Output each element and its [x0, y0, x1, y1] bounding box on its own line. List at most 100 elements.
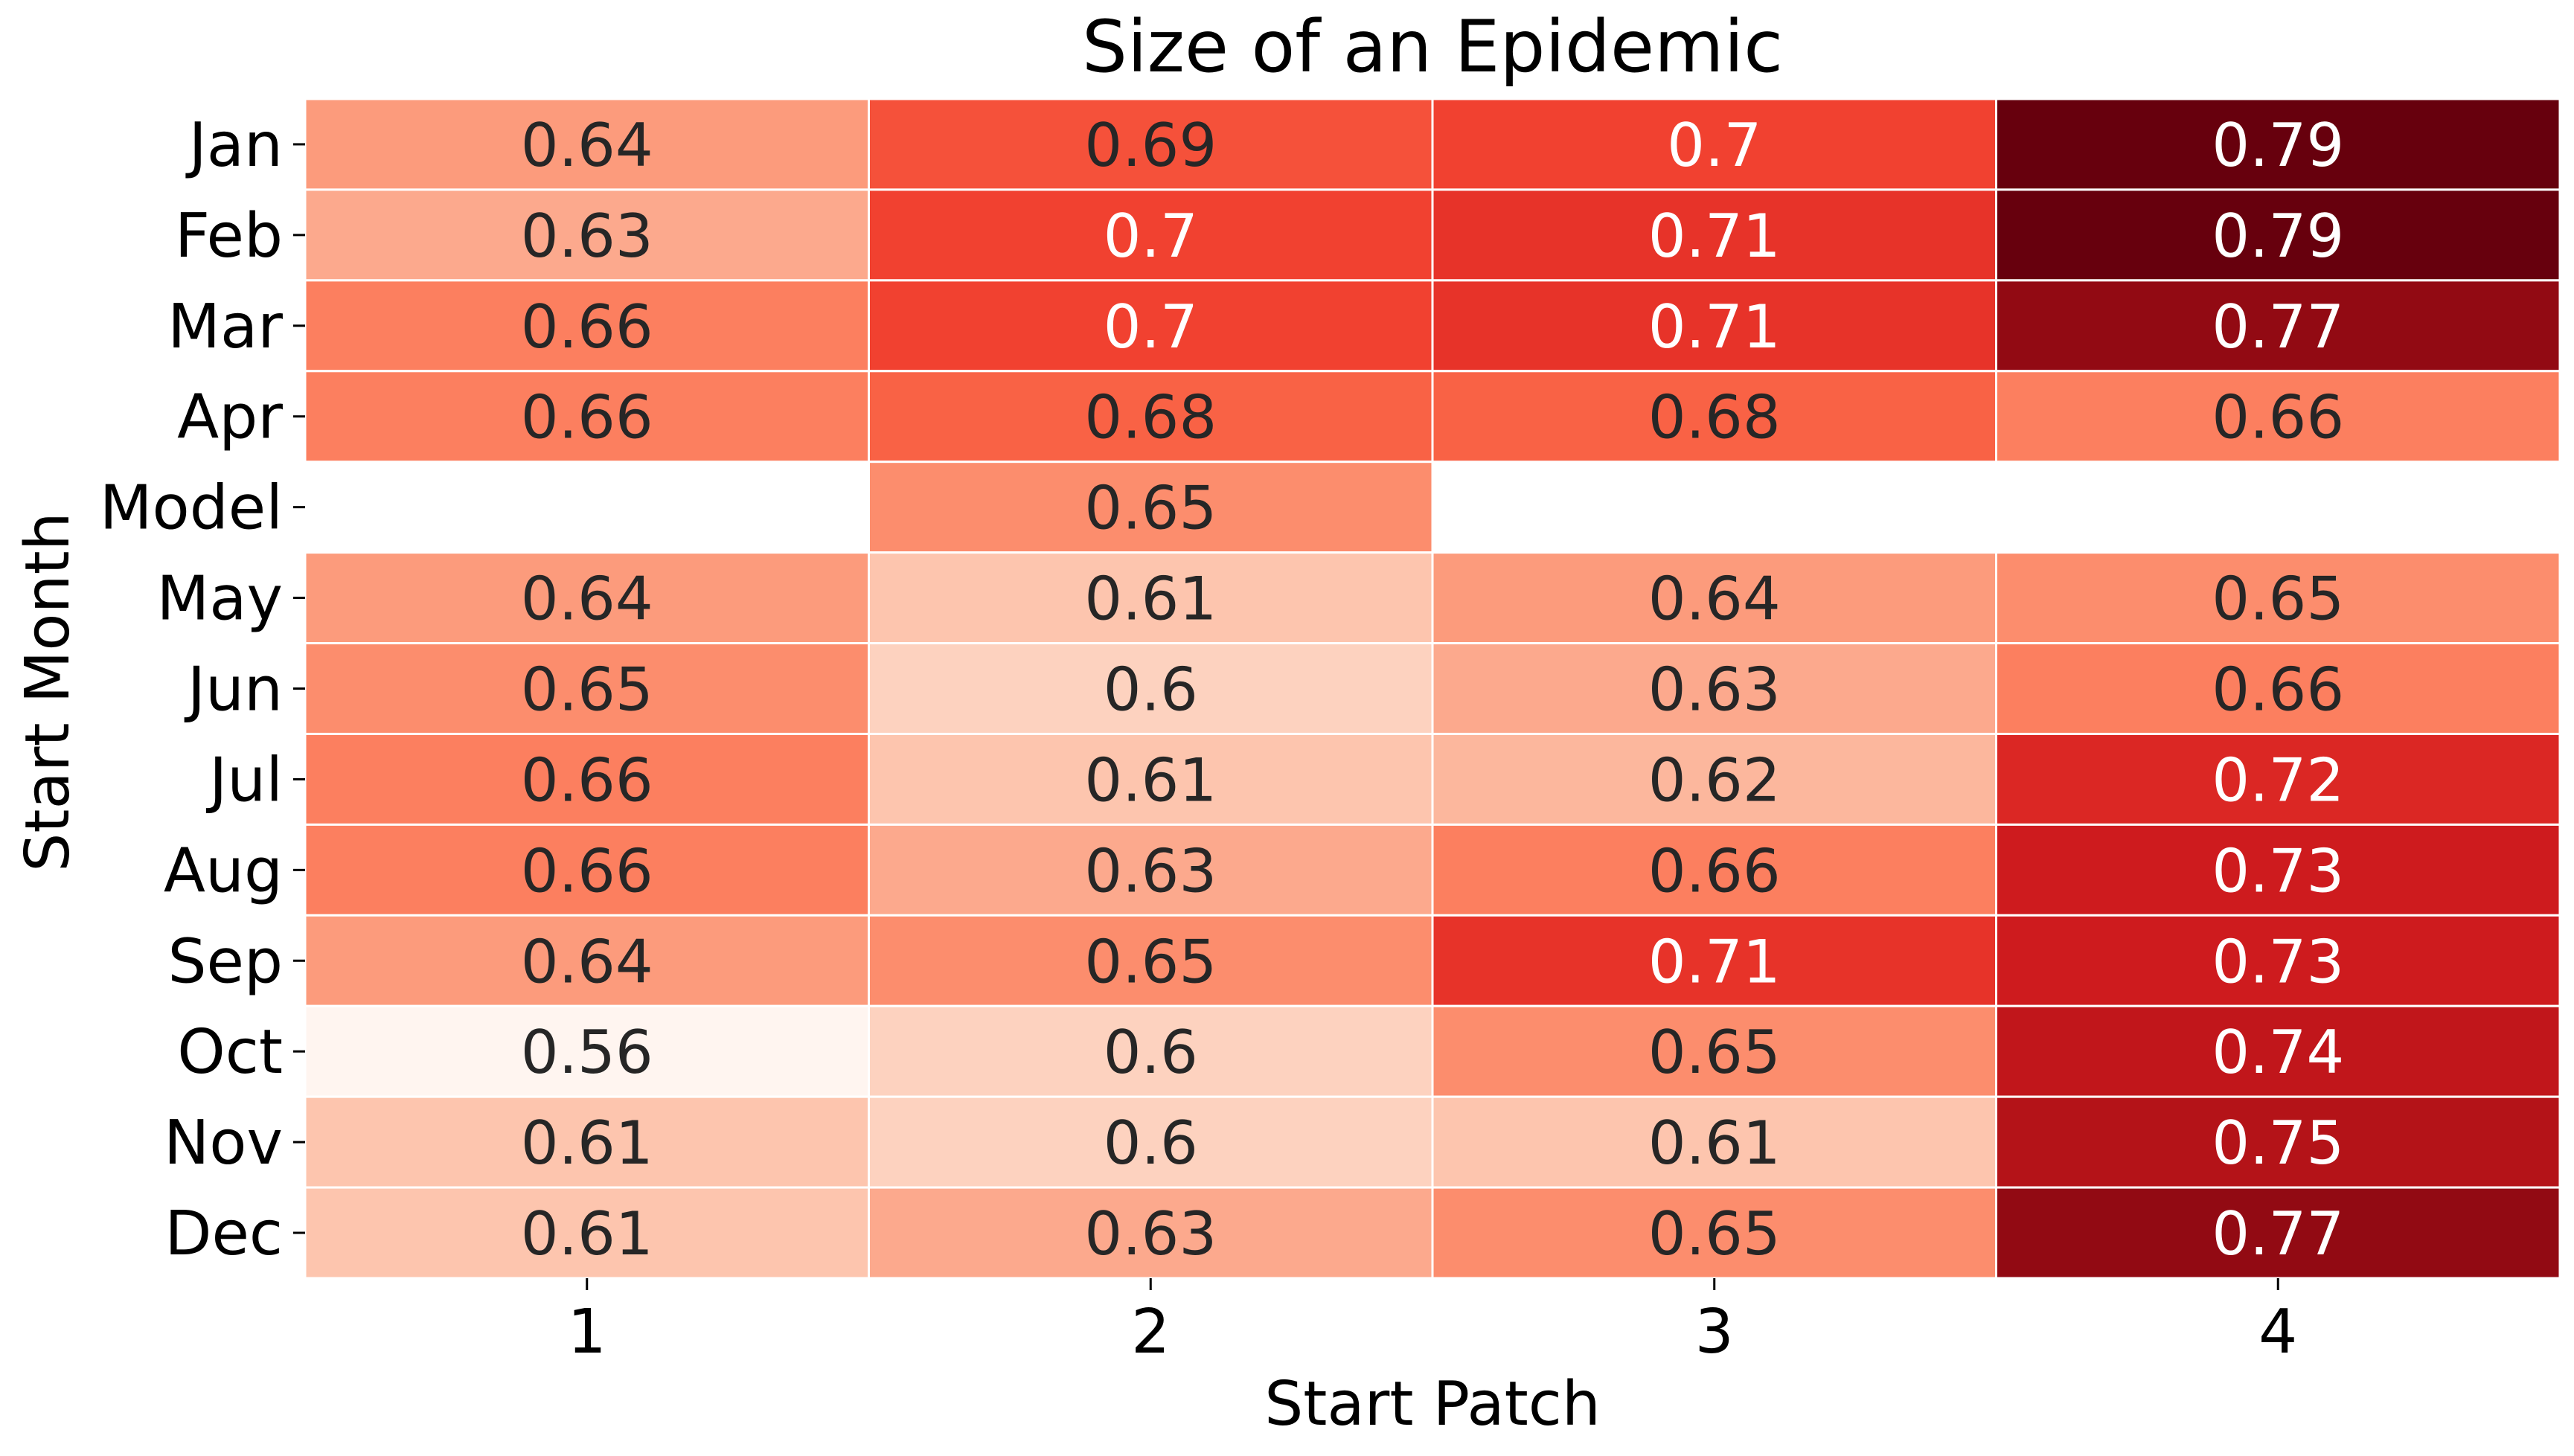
cell-value-label: 0.71 [1648, 202, 1781, 271]
x-tick-label: 3 [1695, 1297, 1734, 1367]
heatmap-cell [868, 823, 1434, 917]
heatmap-cell [868, 370, 1434, 464]
cell-value-label: 0.56 [521, 1018, 653, 1087]
x-tick-label: 1 [568, 1297, 606, 1367]
heatmap-cell [1431, 914, 1997, 1007]
x-axis-label: Start Patch [1264, 1369, 1601, 1440]
x-tick-label: 2 [1131, 1297, 1170, 1367]
cell-value-label: 0.7 [1667, 111, 1761, 180]
heatmap-cell [304, 642, 870, 735]
cell-value-label: 0.77 [2212, 292, 2344, 362]
y-tick-label: Apr [177, 382, 283, 453]
heatmap-cell [868, 1004, 1434, 1098]
heatmap-cell [1995, 823, 2561, 917]
cell-value-label: 0.64 [521, 927, 653, 996]
cell-value-label: 0.66 [2212, 383, 2344, 452]
cell-value-label: 0.66 [2212, 655, 2344, 725]
chart-title: Size of an Epidemic [1082, 5, 1783, 89]
cell-value-label: 0.66 [521, 745, 653, 815]
cell-value-label: 0.77 [2212, 1199, 2344, 1269]
cell-value-label: 0.6 [1104, 655, 1198, 725]
heatmap-cell [304, 1095, 870, 1189]
heatmap-cell [1431, 551, 1997, 645]
heatmap-cell [1995, 279, 2561, 373]
y-tick-label: Nov [164, 1108, 283, 1178]
heatmap-cells [304, 97, 2561, 1280]
cell-value-label: 0.66 [521, 836, 653, 905]
cell-value-label: 0.71 [1648, 927, 1781, 996]
y-tick-label: Dec [164, 1199, 283, 1269]
y-axis-label: Start Month [13, 512, 83, 871]
cell-value-label: 0.73 [2212, 927, 2344, 996]
cell-value-label: 0.6 [1104, 1018, 1198, 1087]
cell-value-label: 0.75 [2212, 1109, 2344, 1178]
y-tick-label: Oct [177, 1017, 283, 1088]
cell-value-label: 0.65 [1648, 1199, 1781, 1269]
cell-value-label: 0.79 [2212, 111, 2344, 180]
cell-value-label: 0.62 [1648, 745, 1781, 815]
heatmap-cell [868, 279, 1434, 373]
heatmap-cell [868, 97, 1434, 191]
cell-value-label: 0.74 [2212, 1018, 2344, 1087]
heatmap-cell [868, 914, 1434, 1007]
heatmap-cell [304, 97, 870, 191]
heatmap-cell [1995, 732, 2561, 826]
x-tick-label: 4 [2258, 1297, 2297, 1367]
y-tick-label: Jun [184, 655, 283, 725]
y-tick-label: Jan [185, 110, 283, 181]
cell-value-label: 0.65 [1084, 927, 1217, 996]
cell-value-label: 0.73 [2212, 836, 2344, 905]
cell-value-label: 0.69 [1084, 111, 1217, 180]
cell-value-label: 0.64 [521, 565, 653, 634]
heatmap-cell [1995, 1186, 2561, 1280]
y-tick-label: Feb [175, 201, 283, 272]
cell-value-label: 0.7 [1104, 292, 1198, 362]
y-axis: Jan Feb Mar Apr Model May Jun Jul Aug Sep Oct Nov De… [100, 110, 305, 1269]
cell-value-label: 0.61 [521, 1109, 653, 1178]
cell-value-label: 0.66 [521, 292, 653, 362]
heatmap-cell [868, 551, 1434, 645]
heatmap-cell [1995, 642, 2561, 735]
heatmap-cell [868, 1095, 1434, 1189]
y-tick-label: Aug [164, 836, 283, 906]
heatmap-cell [304, 1004, 870, 1098]
cell-value-label: 0.79 [2212, 202, 2344, 271]
x-axis: 1 2 3 4 [568, 1278, 2297, 1367]
heatmap-cell [868, 642, 1434, 735]
cell-value-label: 0.66 [1648, 836, 1781, 905]
heatmap-cell [1431, 732, 1997, 826]
cell-value-label: 0.63 [1648, 655, 1781, 725]
cell-value-label: 0.64 [1648, 565, 1781, 634]
cell-value-label: 0.65 [1648, 1018, 1781, 1087]
cell-value-label: 0.63 [1084, 1199, 1217, 1269]
cell-value-label: 0.63 [521, 202, 653, 271]
heatmap-cell [1431, 1186, 1997, 1280]
heatmap-cell [1995, 914, 2561, 1007]
cell-value-label: 0.61 [1648, 1109, 1781, 1178]
cell-value-label: 0.64 [521, 111, 653, 180]
heatmap-cell [868, 461, 1434, 554]
cell-value-label: 0.7 [1104, 202, 1198, 271]
y-tick-label: Jul [205, 745, 283, 815]
heatmap-cell-labels: 0.64 0.69 0.7 0.79 0.63 0.7 0.71 0.79 0.66 0.7 0.7… [521, 111, 2345, 1269]
heatmap-cell [868, 732, 1434, 826]
heatmap-cell [1995, 188, 2561, 282]
cell-value-label: 0.72 [2212, 745, 2344, 815]
cell-value-label: 0.61 [521, 1199, 653, 1269]
cell-value-label: 0.6 [1104, 1109, 1198, 1178]
y-tick-label: Model [100, 473, 283, 544]
y-tick-label: Mar [167, 292, 283, 362]
heatmap-cell [868, 188, 1434, 282]
heatmap-cell [868, 1186, 1434, 1280]
cell-value-label: 0.61 [1084, 565, 1217, 634]
cell-value-label: 0.65 [2212, 565, 2344, 634]
cell-value-label: 0.66 [521, 383, 653, 452]
heatmap-cell [1995, 370, 2561, 464]
cell-value-label: 0.71 [1648, 292, 1781, 362]
heatmap-cell [1431, 97, 1997, 191]
cell-value-label: 0.68 [1648, 383, 1781, 452]
heatmap-cell [304, 370, 870, 464]
cell-value-label: 0.68 [1084, 383, 1217, 452]
y-tick-label: Sep [167, 926, 283, 997]
